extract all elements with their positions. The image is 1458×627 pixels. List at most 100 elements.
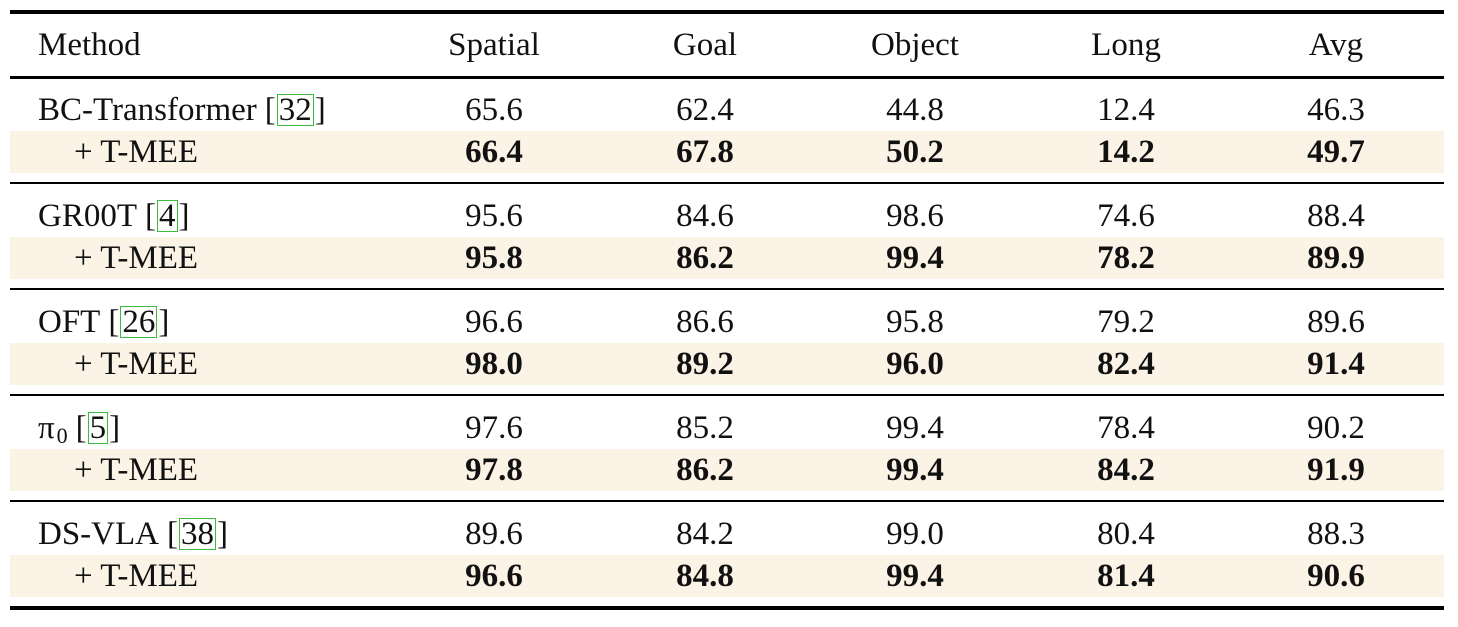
method-name: + T-MEE [74, 558, 199, 594]
method-name: + T-MEE [74, 346, 199, 382]
citation-link[interactable]: 32 [276, 92, 314, 128]
method-label: BC-Transformer [38, 92, 257, 128]
table-row-oft: OFT [26] 96.6 86.6 95.8 79.2 89.6 [10, 301, 1444, 343]
value-object: 44.8 [886, 92, 944, 128]
method-name: π0 [5] [38, 407, 120, 449]
value-object: 96.0 [886, 346, 944, 382]
value-long: 78.4 [1097, 410, 1155, 446]
value-spatial: 66.4 [465, 134, 523, 170]
value-spatial: 65.6 [465, 92, 523, 128]
citation[interactable]: [4] [145, 198, 190, 234]
value-long: 84.2 [1097, 452, 1155, 488]
value-spatial: 96.6 [465, 558, 523, 594]
method-name: GR00T [4] [38, 195, 190, 237]
method-name: + T-MEE [74, 240, 199, 276]
method-label: GR00T [38, 198, 137, 234]
value-avg: 90.2 [1307, 410, 1365, 446]
method-name: OFT [26] [38, 301, 169, 343]
value-object: 99.0 [886, 516, 944, 552]
group-separator [10, 288, 1444, 290]
method-name: + T-MEE [74, 134, 199, 170]
value-object: 95.8 [886, 304, 944, 340]
value-goal: 62.4 [676, 92, 734, 128]
value-avg: 91.4 [1307, 346, 1365, 382]
value-long: 12.4 [1097, 92, 1155, 128]
value-object: 99.4 [886, 410, 944, 446]
value-avg: 49.7 [1307, 134, 1365, 170]
value-object: 99.4 [886, 240, 944, 276]
value-goal: 86.2 [676, 452, 734, 488]
citation-link[interactable]: 4 [157, 198, 178, 234]
value-spatial: 89.6 [465, 516, 523, 552]
method-label: π [38, 410, 55, 446]
value-object: 98.6 [886, 198, 944, 234]
value-goal: 86.2 [676, 240, 734, 276]
header-avg: Avg [1308, 27, 1364, 63]
value-long: 81.4 [1097, 558, 1155, 594]
citation-link[interactable]: 38 [179, 516, 216, 552]
citation[interactable]: [26] [108, 304, 170, 340]
value-long: 80.4 [1097, 516, 1155, 552]
citation-link[interactable]: 26 [120, 304, 158, 340]
value-spatial: 97.6 [465, 410, 523, 446]
value-object: 99.4 [886, 558, 944, 594]
value-avg: 89.9 [1307, 240, 1365, 276]
table-row-bc-transformer-tmee: + T-MEE 66.4 67.8 50.2 14.2 49.7 [10, 131, 1444, 173]
value-avg: 88.3 [1307, 516, 1365, 552]
group-separator [10, 500, 1444, 502]
table-header-rule [10, 76, 1444, 79]
method-label: DS-VLA [38, 516, 159, 552]
value-goal: 84.8 [676, 558, 734, 594]
value-goal: 89.2 [676, 346, 734, 382]
value-spatial: 98.0 [465, 346, 523, 382]
method-name: BC-Transformer [32] [38, 89, 326, 131]
method-name: + T-MEE [74, 452, 199, 488]
value-avg: 89.6 [1307, 304, 1365, 340]
value-long: 74.6 [1097, 198, 1155, 234]
citation[interactable]: [5] [75, 410, 121, 446]
value-spatial: 95.6 [465, 198, 523, 234]
value-goal: 84.6 [676, 198, 734, 234]
citation-link[interactable]: 5 [87, 410, 109, 446]
value-avg: 91.9 [1307, 452, 1365, 488]
value-long: 78.2 [1097, 240, 1155, 276]
table-row-gr00t-tmee: + T-MEE 95.8 86.2 99.4 78.2 89.9 [10, 237, 1444, 279]
value-spatial: 95.8 [465, 240, 523, 276]
header-spatial: Spatial [448, 27, 540, 63]
value-long: 14.2 [1097, 134, 1155, 170]
header-long: Long [1091, 27, 1161, 63]
table-bottom-rule [10, 606, 1444, 610]
value-spatial: 96.6 [465, 304, 523, 340]
value-object: 99.4 [886, 452, 944, 488]
value-avg: 46.3 [1307, 92, 1365, 128]
value-goal: 84.2 [676, 516, 734, 552]
value-long: 79.2 [1097, 304, 1155, 340]
citation[interactable]: [38] [167, 516, 228, 552]
table-row-pi0: π0 [5] 97.6 85.2 99.4 78.4 90.2 [10, 407, 1444, 449]
table-row-ds-vla: DS-VLA [38] 89.6 84.2 99.0 80.4 88.3 [10, 513, 1444, 555]
value-goal: 85.2 [676, 410, 734, 446]
table-row-oft-tmee: + T-MEE 98.0 89.2 96.0 82.4 91.4 [10, 343, 1444, 385]
method-name: DS-VLA [38] [38, 513, 228, 555]
group-separator [10, 394, 1444, 396]
table-row-gr00t: GR00T [4] 95.6 84.6 98.6 74.6 88.4 [10, 195, 1444, 237]
value-object: 50.2 [886, 134, 944, 170]
table-row-bc-transformer: BC-Transformer [32] 65.6 62.4 44.8 12.4 4… [10, 89, 1444, 131]
header-method: Method [38, 27, 141, 63]
method-label-subscript: 0 [56, 423, 68, 448]
value-avg: 90.6 [1307, 558, 1365, 594]
value-goal: 67.8 [676, 134, 734, 170]
table-row-ds-vla-tmee: + T-MEE 96.6 84.8 99.4 81.4 90.6 [10, 555, 1444, 597]
citation[interactable]: [32] [264, 92, 326, 128]
header-object: Object [871, 27, 959, 63]
table-top-rule [10, 10, 1444, 14]
value-goal: 86.6 [676, 304, 734, 340]
value-avg: 88.4 [1307, 198, 1365, 234]
header-goal: Goal [672, 27, 738, 63]
value-long: 82.4 [1097, 346, 1155, 382]
table-header-row: Method Spatial Goal Object Long Avg [10, 24, 1444, 66]
group-separator [10, 182, 1444, 184]
method-label: OFT [38, 304, 101, 340]
value-spatial: 97.8 [465, 452, 523, 488]
table-row-pi0-tmee: + T-MEE 97.8 86.2 99.4 84.2 91.9 [10, 449, 1444, 491]
